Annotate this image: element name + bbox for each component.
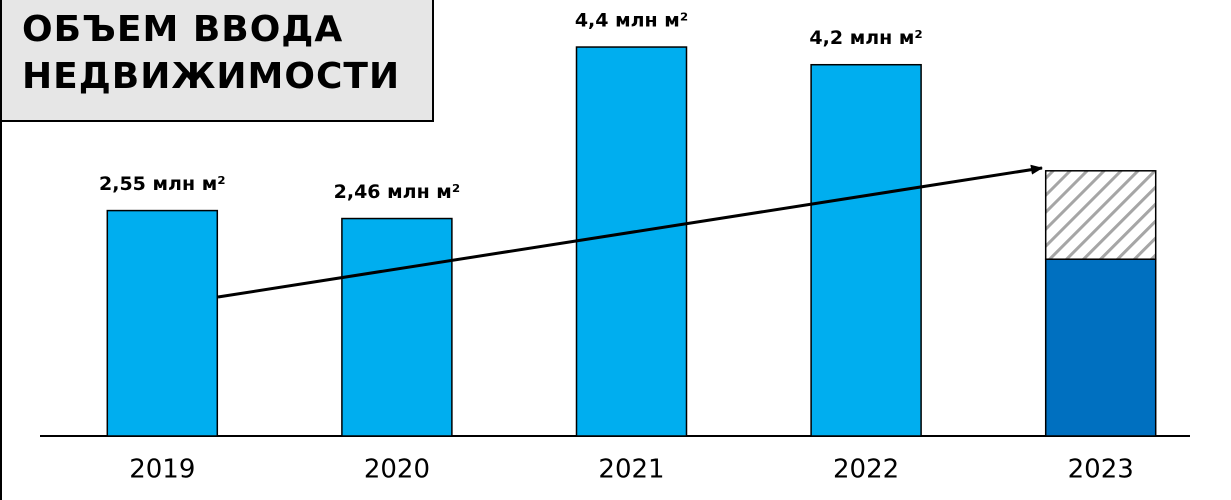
x-tick-label: 2019 bbox=[129, 455, 195, 485]
bar bbox=[575, 46, 688, 437]
bar bbox=[106, 209, 219, 437]
value-label: 2,46 млн м² bbox=[334, 181, 461, 203]
value-label: 4,4 млн м² bbox=[575, 10, 688, 32]
value-label: 4,2 млн м² bbox=[809, 27, 922, 49]
trend-arrow bbox=[217, 164, 1043, 299]
value-label: 2,55 млн м² bbox=[99, 173, 226, 195]
bar bbox=[1044, 170, 1157, 260]
x-tick-label: 2021 bbox=[598, 455, 664, 485]
x-tick-label: 2020 bbox=[364, 455, 430, 485]
chart-title: ОБЪЕМ ВВОДА НЕДВИЖИМОСТИ bbox=[0, 0, 434, 122]
bar bbox=[810, 63, 922, 437]
x-tick-label: 2022 bbox=[833, 455, 899, 485]
bar bbox=[341, 217, 453, 437]
x-tick-label: 2023 bbox=[1068, 455, 1134, 485]
bar bbox=[1044, 258, 1157, 437]
